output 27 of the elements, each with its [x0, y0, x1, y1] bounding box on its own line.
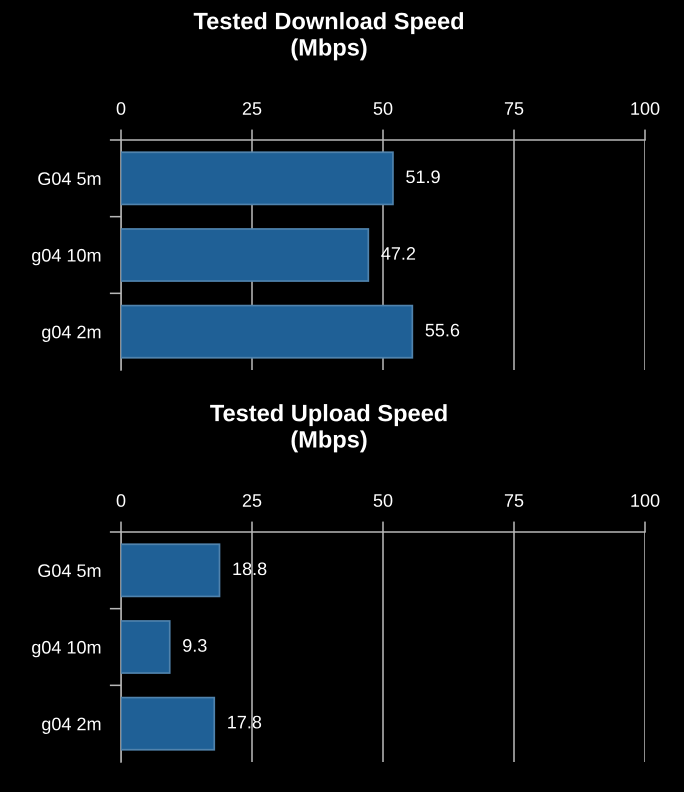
- y-tick-label: G04 5m: [38, 172, 100, 186]
- x-tick-label: 75: [504, 102, 524, 115]
- bar: [121, 228, 370, 282]
- x-tick-label: 100: [631, 494, 660, 507]
- x-tick-label: 75: [504, 494, 524, 507]
- x-tick-label: 50: [374, 494, 392, 507]
- bar: [121, 696, 216, 751]
- y-tick-label: G04 5m: [38, 564, 100, 578]
- x-tick-label: 0: [116, 102, 126, 115]
- x-tick-label: 100: [631, 102, 660, 115]
- x-tick-label: 50: [374, 102, 392, 115]
- x-tick-label: 25: [242, 102, 262, 115]
- y-tick-label: g04 2m: [42, 326, 100, 342]
- data-label: 9.3: [183, 639, 207, 652]
- data-label: 55.6: [426, 324, 460, 337]
- x-tick-label: 25: [242, 494, 262, 507]
- x-tick-label: 0: [116, 494, 126, 507]
- y-tick-label: g04 10m: [32, 640, 100, 658]
- y-tick-label: g04 2m: [42, 718, 100, 734]
- bar: [121, 304, 414, 359]
- chart-title: Tested Download Speed (Mbps): [194, 12, 464, 60]
- data-label: 51.9: [406, 170, 440, 184]
- bar: [121, 543, 220, 598]
- bar: [121, 151, 394, 206]
- bar: [121, 620, 171, 674]
- chart-title: Tested Upload Speed (Mbps): [210, 404, 447, 452]
- y-tick-label: g04 10m: [32, 248, 100, 266]
